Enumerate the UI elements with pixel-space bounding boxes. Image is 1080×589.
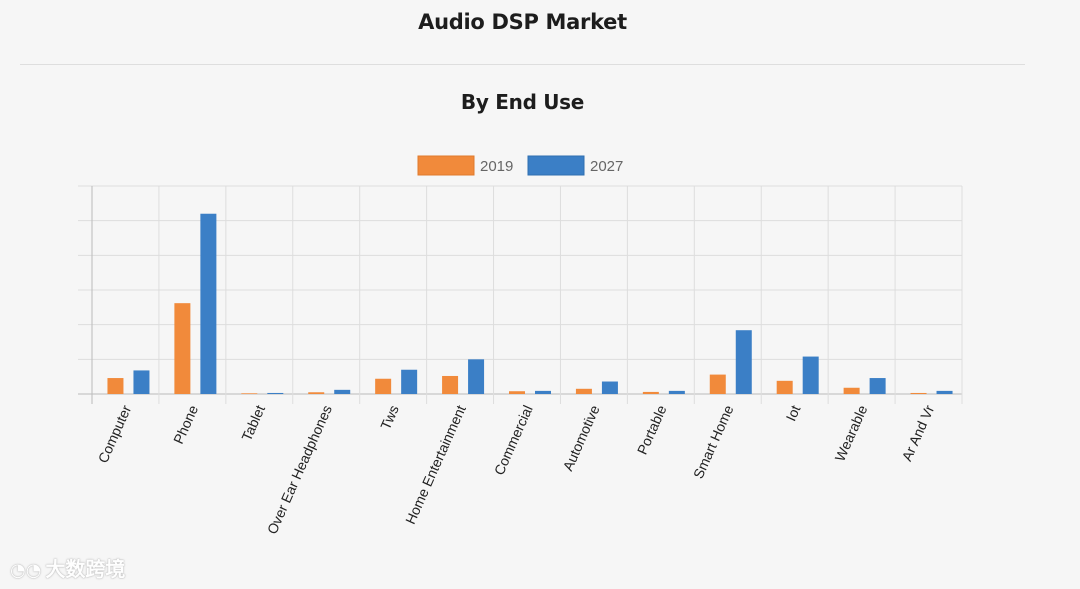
bar-2027-over-ear-headphones	[334, 389, 351, 394]
divider	[20, 64, 1025, 65]
bar-2019-wearable	[843, 387, 860, 394]
bar-2027-smart-home	[735, 330, 752, 394]
x-tick-label: Commercial	[491, 403, 536, 478]
bar-2027-commercial	[535, 390, 551, 394]
bar-2019-computer	[107, 378, 124, 394]
bar-2019-automotive	[575, 388, 592, 394]
bar-2019-tablet	[241, 393, 258, 394]
x-tick-label: Over Ear Headphones	[264, 403, 335, 537]
legend-swatch-2027	[527, 155, 585, 176]
bar-2027-automotive	[601, 381, 618, 394]
bar-2019-tws	[375, 378, 392, 394]
watermark-text: 大数跨境	[45, 557, 126, 581]
bar-2019-portable	[642, 391, 659, 394]
x-tick-label: Ar And Vr	[898, 402, 937, 463]
bar-2019-iot	[776, 380, 793, 394]
bar-2027-wearable	[869, 378, 886, 394]
bar-2019-smart-home	[709, 374, 726, 394]
x-tick-label: Home Entertainment	[402, 403, 469, 527]
bar-2027-home-entertainment	[468, 359, 485, 394]
watermark: ◔◔ 大数跨境	[10, 553, 125, 582]
x-tick-label: Iot	[782, 403, 803, 424]
section-title: By End Use	[460, 90, 585, 114]
bar-2019-ar-and-vr	[910, 392, 927, 394]
bar-2019-commercial	[509, 391, 525, 394]
bar-2019-over-ear-headphones	[308, 392, 325, 394]
x-tick-label: Portable	[634, 403, 670, 457]
x-tick-label: Tws	[377, 403, 402, 432]
legend-label-2027: 2027	[590, 158, 623, 175]
bar-2027-iot	[802, 356, 819, 394]
bar-2027-tws	[401, 369, 418, 394]
page-title: Audio DSP Market	[418, 10, 627, 34]
watermark-logo-icon: ◔◔	[10, 560, 42, 581]
x-tick-label: Wearable	[831, 403, 870, 464]
bar-2027-tablet	[267, 392, 284, 394]
bar-2027-computer	[133, 370, 150, 394]
x-tick-label: Computer	[95, 402, 135, 465]
x-tick-label: Automotive	[560, 403, 603, 474]
x-tick-label: Tablet	[238, 403, 268, 444]
x-tick-label: Phone	[170, 403, 201, 447]
legend-swatch-2019	[417, 155, 475, 176]
bar-2027-portable	[668, 390, 685, 394]
bar-2027-ar-and-vr	[936, 390, 953, 394]
legend-label-2019: 2019	[480, 158, 513, 175]
bar-2027-phone	[200, 213, 217, 394]
bar-2019-home-entertainment	[442, 375, 459, 394]
bar-2019-phone	[174, 303, 191, 394]
x-tick-label: Smart Home	[690, 403, 737, 481]
